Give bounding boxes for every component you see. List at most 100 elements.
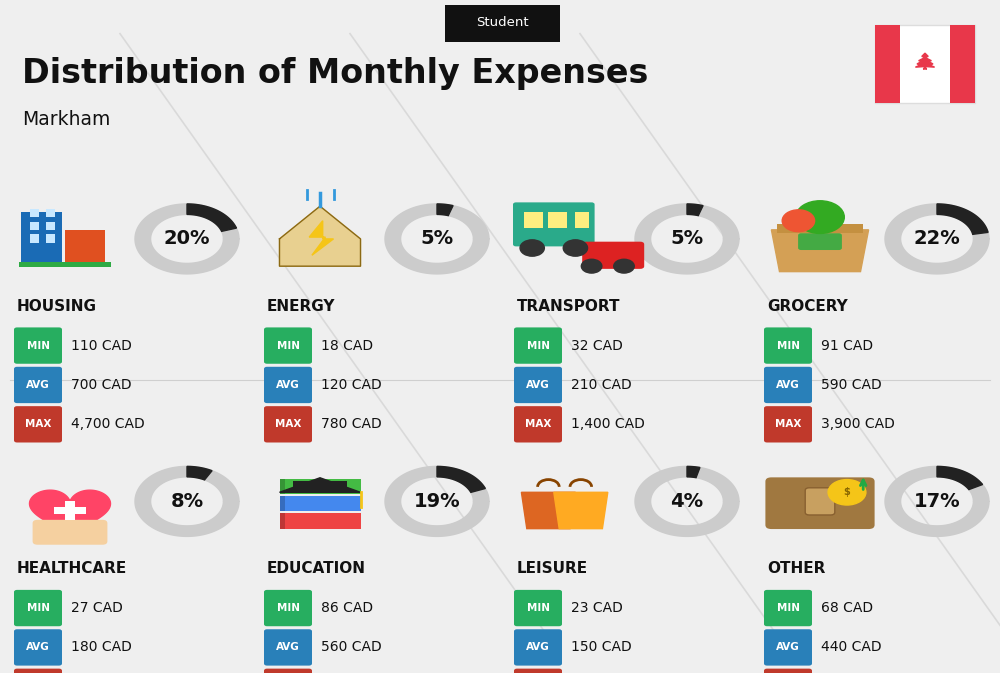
Text: 27 CAD: 27 CAD xyxy=(71,601,123,615)
Polygon shape xyxy=(385,204,489,274)
Polygon shape xyxy=(187,204,236,232)
Text: 5%: 5% xyxy=(670,229,704,248)
FancyBboxPatch shape xyxy=(764,406,812,443)
FancyBboxPatch shape xyxy=(33,520,107,544)
FancyBboxPatch shape xyxy=(14,328,62,363)
FancyBboxPatch shape xyxy=(575,211,589,228)
Text: MIN: MIN xyxy=(277,341,300,351)
Text: 18 CAD: 18 CAD xyxy=(321,339,373,353)
FancyBboxPatch shape xyxy=(514,629,562,666)
Text: 1,400 CAD: 1,400 CAD xyxy=(571,417,645,431)
Text: 180 CAD: 180 CAD xyxy=(71,641,132,654)
Polygon shape xyxy=(135,204,239,274)
Text: MAX: MAX xyxy=(275,419,301,429)
Polygon shape xyxy=(885,466,989,536)
Polygon shape xyxy=(280,206,360,266)
FancyBboxPatch shape xyxy=(514,406,562,443)
Text: 68 CAD: 68 CAD xyxy=(821,601,873,615)
Text: MIN: MIN xyxy=(776,341,800,351)
FancyBboxPatch shape xyxy=(513,203,595,246)
Text: AVG: AVG xyxy=(526,380,550,390)
Text: MIN: MIN xyxy=(776,603,800,613)
Text: 4,700 CAD: 4,700 CAD xyxy=(71,417,145,431)
FancyBboxPatch shape xyxy=(514,367,562,403)
Text: OTHER: OTHER xyxy=(767,561,825,576)
Text: 86 CAD: 86 CAD xyxy=(321,601,373,615)
FancyBboxPatch shape xyxy=(30,234,39,242)
Polygon shape xyxy=(280,478,360,493)
Polygon shape xyxy=(309,221,334,255)
FancyBboxPatch shape xyxy=(19,262,110,267)
Text: MIN: MIN xyxy=(526,341,550,351)
FancyBboxPatch shape xyxy=(805,488,835,515)
FancyBboxPatch shape xyxy=(524,211,543,228)
FancyBboxPatch shape xyxy=(764,367,812,403)
Polygon shape xyxy=(635,466,739,536)
Text: 19%: 19% xyxy=(414,492,460,511)
Text: 150 CAD: 150 CAD xyxy=(571,641,632,654)
Text: Student: Student xyxy=(476,15,528,29)
Polygon shape xyxy=(187,466,212,480)
Circle shape xyxy=(782,210,815,232)
Polygon shape xyxy=(385,466,489,536)
FancyBboxPatch shape xyxy=(514,669,562,673)
FancyBboxPatch shape xyxy=(264,669,312,673)
FancyBboxPatch shape xyxy=(280,496,285,511)
Circle shape xyxy=(828,480,866,505)
Text: MAX: MAX xyxy=(525,419,551,429)
Text: 91 CAD: 91 CAD xyxy=(821,339,873,353)
Text: Markham: Markham xyxy=(22,110,110,129)
FancyBboxPatch shape xyxy=(280,513,361,529)
Polygon shape xyxy=(885,204,989,274)
Text: 5%: 5% xyxy=(420,229,454,248)
Text: MIN: MIN xyxy=(277,603,300,613)
FancyBboxPatch shape xyxy=(765,477,875,529)
FancyBboxPatch shape xyxy=(46,209,55,217)
FancyBboxPatch shape xyxy=(764,629,812,666)
Circle shape xyxy=(796,201,844,234)
Text: $: $ xyxy=(844,487,850,497)
FancyBboxPatch shape xyxy=(764,669,812,673)
Text: 4%: 4% xyxy=(670,492,704,511)
Text: HEALTHCARE: HEALTHCARE xyxy=(17,561,127,576)
FancyBboxPatch shape xyxy=(875,25,900,102)
Polygon shape xyxy=(937,466,983,489)
FancyBboxPatch shape xyxy=(798,234,842,250)
Text: MIN: MIN xyxy=(526,603,550,613)
Text: AVG: AVG xyxy=(26,380,50,390)
Text: 120 CAD: 120 CAD xyxy=(321,378,382,392)
FancyBboxPatch shape xyxy=(293,481,347,493)
Text: AVG: AVG xyxy=(276,643,300,652)
FancyBboxPatch shape xyxy=(264,629,312,666)
Polygon shape xyxy=(30,490,110,540)
FancyBboxPatch shape xyxy=(875,25,975,102)
Text: 210 CAD: 210 CAD xyxy=(571,378,632,392)
FancyBboxPatch shape xyxy=(264,367,312,403)
FancyBboxPatch shape xyxy=(582,242,644,269)
Text: TRANSPORT: TRANSPORT xyxy=(517,299,620,314)
Polygon shape xyxy=(554,493,608,529)
FancyBboxPatch shape xyxy=(280,479,361,494)
Text: 3,900 CAD: 3,900 CAD xyxy=(821,417,895,431)
FancyBboxPatch shape xyxy=(777,224,863,234)
Polygon shape xyxy=(135,466,239,536)
Text: 22%: 22% xyxy=(914,229,960,248)
Text: 32 CAD: 32 CAD xyxy=(571,339,623,353)
Text: 20%: 20% xyxy=(164,229,210,248)
Polygon shape xyxy=(915,53,935,69)
Circle shape xyxy=(614,259,634,273)
Polygon shape xyxy=(437,466,485,493)
FancyBboxPatch shape xyxy=(65,229,105,266)
FancyBboxPatch shape xyxy=(14,590,62,626)
Text: 23 CAD: 23 CAD xyxy=(571,601,623,615)
FancyBboxPatch shape xyxy=(444,5,560,42)
Text: MIN: MIN xyxy=(27,341,50,351)
FancyBboxPatch shape xyxy=(764,328,812,363)
FancyBboxPatch shape xyxy=(264,590,312,626)
FancyBboxPatch shape xyxy=(46,221,55,230)
Text: 17%: 17% xyxy=(914,492,960,511)
Text: AVG: AVG xyxy=(26,643,50,652)
Circle shape xyxy=(563,240,588,256)
Text: AVG: AVG xyxy=(526,643,550,652)
FancyBboxPatch shape xyxy=(14,406,62,443)
